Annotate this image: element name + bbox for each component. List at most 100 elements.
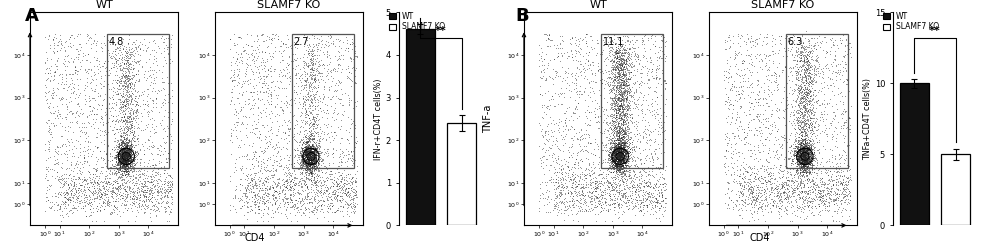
Point: [304, 158, 320, 162]
Point: [117, 165, 133, 169]
Point: [110, 87, 126, 91]
Point: [255, 188, 271, 192]
Point: [611, 138, 627, 142]
Point: [60, 176, 76, 180]
Point: [611, 138, 627, 142]
Point: [783, 172, 799, 175]
Point: [143, 108, 159, 111]
Point: [300, 154, 316, 158]
Point: [800, 164, 816, 168]
Point: [253, 166, 269, 170]
Point: [761, 189, 777, 193]
Point: [609, 164, 625, 168]
Point: [648, 85, 664, 89]
Point: [304, 180, 320, 184]
Point: [624, 45, 640, 49]
Point: [53, 42, 69, 46]
Point: [776, 116, 792, 120]
Point: [797, 137, 813, 141]
Point: [254, 56, 270, 60]
Point: [77, 139, 93, 143]
Point: [244, 157, 260, 161]
Point: [303, 183, 319, 186]
Point: [107, 180, 123, 184]
Point: [121, 161, 137, 165]
Point: [619, 83, 635, 87]
Point: [632, 134, 648, 137]
Point: [616, 97, 632, 101]
Point: [617, 89, 633, 93]
Point: [794, 196, 810, 200]
Point: [610, 86, 626, 90]
Point: [125, 194, 141, 198]
Point: [633, 181, 649, 184]
Point: [340, 203, 356, 207]
Point: [611, 151, 627, 155]
Point: [113, 115, 129, 119]
Point: [594, 193, 610, 197]
Point: [804, 166, 820, 170]
Point: [305, 61, 321, 65]
Point: [89, 209, 105, 213]
Point: [732, 189, 748, 193]
Point: [612, 149, 628, 153]
Point: [790, 126, 806, 130]
Point: [305, 156, 321, 159]
Point: [223, 75, 239, 79]
Point: [342, 194, 358, 197]
Point: [797, 110, 813, 114]
Point: [302, 153, 318, 157]
Point: [238, 73, 254, 76]
Point: [784, 159, 800, 163]
Point: [779, 193, 795, 197]
Point: [279, 166, 295, 170]
Point: [791, 111, 807, 115]
Point: [325, 160, 341, 164]
Point: [94, 49, 110, 53]
Point: [610, 177, 626, 181]
Point: [793, 50, 809, 54]
Point: [609, 154, 625, 158]
Point: [113, 157, 129, 160]
Point: [115, 72, 131, 76]
Point: [737, 197, 753, 201]
Point: [613, 188, 629, 192]
Point: [305, 162, 321, 166]
Point: [298, 160, 314, 164]
Point: [798, 124, 814, 128]
Text: 2.7: 2.7: [293, 37, 309, 47]
Point: [96, 138, 112, 142]
Point: [800, 158, 816, 162]
Point: [118, 150, 134, 154]
Point: [608, 157, 624, 160]
Point: [613, 149, 629, 153]
Point: [108, 172, 124, 176]
Point: [801, 147, 817, 151]
Point: [733, 181, 749, 185]
Point: [778, 131, 794, 135]
Point: [829, 169, 845, 173]
Point: [792, 131, 808, 135]
Point: [64, 147, 80, 151]
Point: [333, 185, 349, 189]
Point: [793, 159, 809, 162]
Point: [789, 87, 805, 91]
Point: [804, 137, 820, 141]
Point: [106, 203, 122, 207]
Point: [609, 96, 625, 99]
Point: [609, 154, 625, 158]
Point: [733, 84, 749, 88]
Point: [115, 158, 131, 162]
Point: [795, 164, 811, 168]
Point: [611, 62, 627, 66]
Point: [795, 169, 811, 173]
Point: [619, 89, 635, 93]
Point: [115, 150, 131, 154]
Point: [129, 153, 145, 157]
Point: [116, 141, 132, 145]
Point: [286, 137, 302, 141]
Point: [305, 147, 321, 151]
Point: [612, 137, 628, 141]
Point: [830, 62, 846, 66]
Point: [608, 165, 624, 169]
